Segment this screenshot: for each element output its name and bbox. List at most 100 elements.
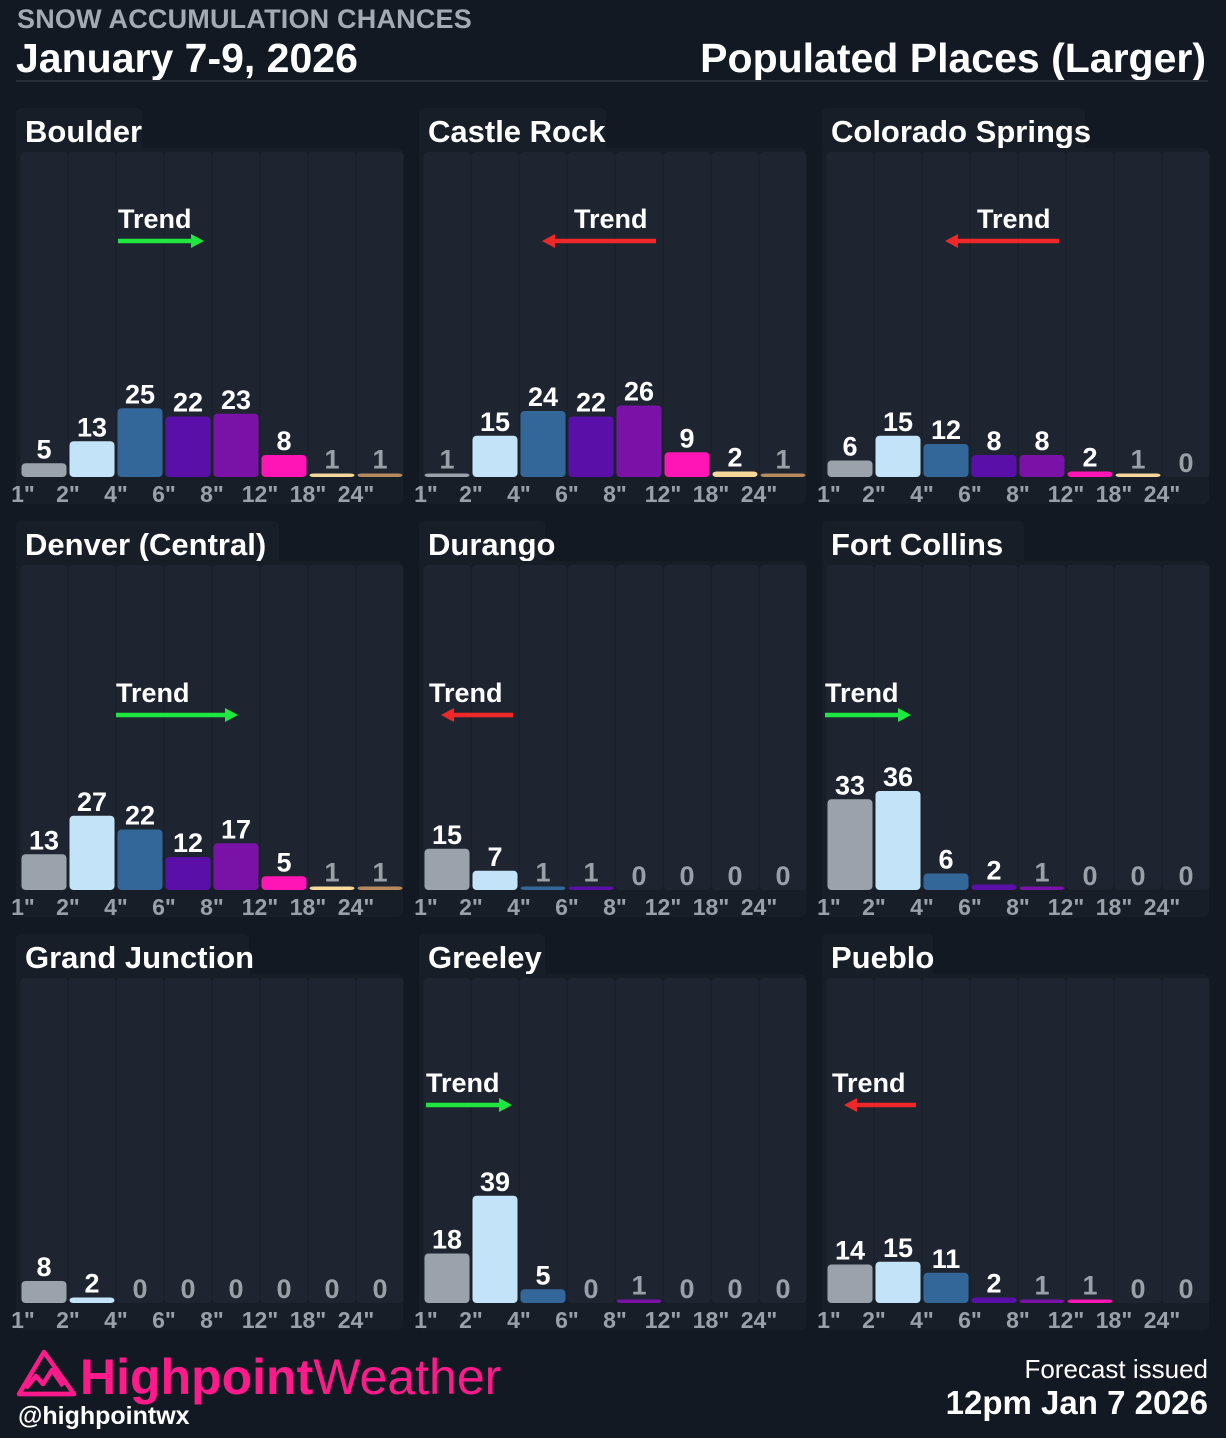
bin-column bbox=[68, 565, 116, 890]
bin-column bbox=[567, 152, 615, 477]
bar-value-label: 2 bbox=[986, 856, 1001, 886]
bin-column bbox=[20, 565, 68, 890]
tick-label: 12" bbox=[242, 481, 279, 507]
bar-value-label: 0 bbox=[631, 861, 646, 891]
trend-arrowhead bbox=[225, 708, 238, 722]
bin-column bbox=[759, 152, 807, 477]
bin-column bbox=[663, 152, 711, 477]
bar bbox=[1067, 1299, 1113, 1303]
chart-title: Fort Collins bbox=[831, 527, 1003, 562]
bar bbox=[616, 1299, 662, 1303]
bin-column bbox=[20, 152, 68, 477]
tick-label: 1" bbox=[414, 894, 438, 920]
bar bbox=[616, 405, 662, 477]
bar-value-label: 18 bbox=[432, 1225, 462, 1255]
chart-title-tab bbox=[822, 521, 1024, 567]
bar bbox=[261, 455, 307, 477]
bar bbox=[21, 854, 67, 890]
tick-label: 8" bbox=[603, 894, 627, 920]
bin-column bbox=[711, 565, 759, 890]
bin-column bbox=[308, 978, 356, 1303]
trend-label: Trend bbox=[574, 204, 648, 234]
tick-label: 2" bbox=[56, 1307, 80, 1333]
bin-column bbox=[759, 565, 807, 890]
bar-value-label: 15 bbox=[883, 1233, 913, 1263]
bar-value-label: 0 bbox=[372, 1274, 387, 1304]
bin-column bbox=[164, 152, 212, 477]
brand-primary: Highpoint bbox=[80, 1349, 314, 1405]
bar-value-label: 1 bbox=[1034, 1271, 1049, 1301]
bar bbox=[520, 1289, 566, 1303]
bar-value-label: 33 bbox=[835, 770, 865, 800]
bar-value-label: 0 bbox=[775, 861, 790, 891]
tick-label: 1" bbox=[817, 1307, 841, 1333]
bin-column bbox=[423, 978, 471, 1303]
bar bbox=[827, 460, 873, 477]
trend-arrowhead bbox=[191, 234, 204, 248]
chart-kicker: SNOW ACCUMULATION CHANCES bbox=[17, 4, 472, 34]
chart-title: Grand Junction bbox=[25, 940, 254, 975]
tick-label: 1" bbox=[817, 481, 841, 507]
bar-value-label: 7 bbox=[487, 842, 502, 872]
bar bbox=[971, 1297, 1017, 1303]
bar bbox=[1019, 1299, 1065, 1303]
tick-label: 8" bbox=[200, 894, 224, 920]
bar-value-label: 2 bbox=[1082, 443, 1097, 473]
tick-label: 12" bbox=[645, 894, 682, 920]
bin-column bbox=[519, 565, 567, 890]
bar-value-label: 13 bbox=[77, 412, 107, 442]
mountain-logo-icon bbox=[16, 1349, 77, 1397]
tick-label: 6" bbox=[958, 481, 982, 507]
chart-title: Durango bbox=[428, 527, 555, 562]
chart-title-tab bbox=[16, 521, 279, 567]
tick-label: 18" bbox=[290, 1307, 327, 1333]
chart-denver-central: Denver (Central) 13 27 22 12 17 5 1 1 1" 2" 4" 6" 8" 1… bbox=[11, 521, 404, 920]
bar bbox=[424, 848, 470, 890]
tick-label: 1" bbox=[11, 1307, 35, 1333]
tick-label: 1" bbox=[11, 894, 35, 920]
bar bbox=[69, 1297, 115, 1303]
chart-colorado-springs: Colorado Springs 6 15 12 8 8 2 1 0 1" 2" 4" 6" 8" 12" 1… bbox=[817, 108, 1210, 507]
brand-wordmark: HighpointWeather bbox=[80, 1349, 501, 1405]
bin-column bbox=[356, 565, 404, 890]
bin-column bbox=[759, 978, 807, 1303]
bar bbox=[568, 416, 614, 477]
bin-column bbox=[1066, 565, 1114, 890]
bin-column bbox=[164, 978, 212, 1303]
bar-value-label: 15 bbox=[480, 407, 510, 437]
tick-label: 2" bbox=[862, 1307, 886, 1333]
bar-value-label: 1 bbox=[1034, 858, 1049, 888]
bar bbox=[357, 473, 403, 477]
bar bbox=[357, 886, 403, 890]
chart-boulder: Boulder 5 13 25 22 23 8 1 1 1" 2" 4" 6" 8" 12" 18" 24" Tr… bbox=[11, 108, 404, 507]
bin-column bbox=[1018, 565, 1066, 890]
bar-value-label: 0 bbox=[727, 1274, 742, 1304]
bar bbox=[117, 408, 163, 477]
bar bbox=[760, 473, 806, 477]
tick-label: 18" bbox=[290, 481, 327, 507]
bar bbox=[1115, 473, 1161, 477]
tick-label: 8" bbox=[1006, 1307, 1030, 1333]
trend-label: Trend bbox=[832, 1068, 906, 1098]
tick-label: 2" bbox=[862, 481, 886, 507]
bar-value-label: 0 bbox=[679, 1274, 694, 1304]
tick-label: 8" bbox=[603, 481, 627, 507]
bin-column bbox=[1162, 152, 1210, 477]
bar-value-label: 6 bbox=[842, 432, 857, 462]
trend-arrowhead bbox=[844, 1098, 857, 1112]
trend-arrowhead bbox=[945, 234, 958, 248]
forecast-issued-time: 12pm Jan 7 2026 bbox=[945, 1384, 1208, 1421]
bar-value-label: 2 bbox=[84, 1269, 99, 1299]
bar-value-label: 9 bbox=[679, 423, 694, 453]
tick-label: 1" bbox=[817, 894, 841, 920]
tick-label: 4" bbox=[104, 894, 128, 920]
bin-column bbox=[1162, 565, 1210, 890]
tick-label: 24" bbox=[338, 894, 375, 920]
chart-title: Colorado Springs bbox=[831, 114, 1091, 149]
bin-column bbox=[1018, 978, 1066, 1303]
bar bbox=[424, 1253, 470, 1303]
bar-value-label: 8 bbox=[276, 426, 291, 456]
tick-label: 2" bbox=[862, 894, 886, 920]
